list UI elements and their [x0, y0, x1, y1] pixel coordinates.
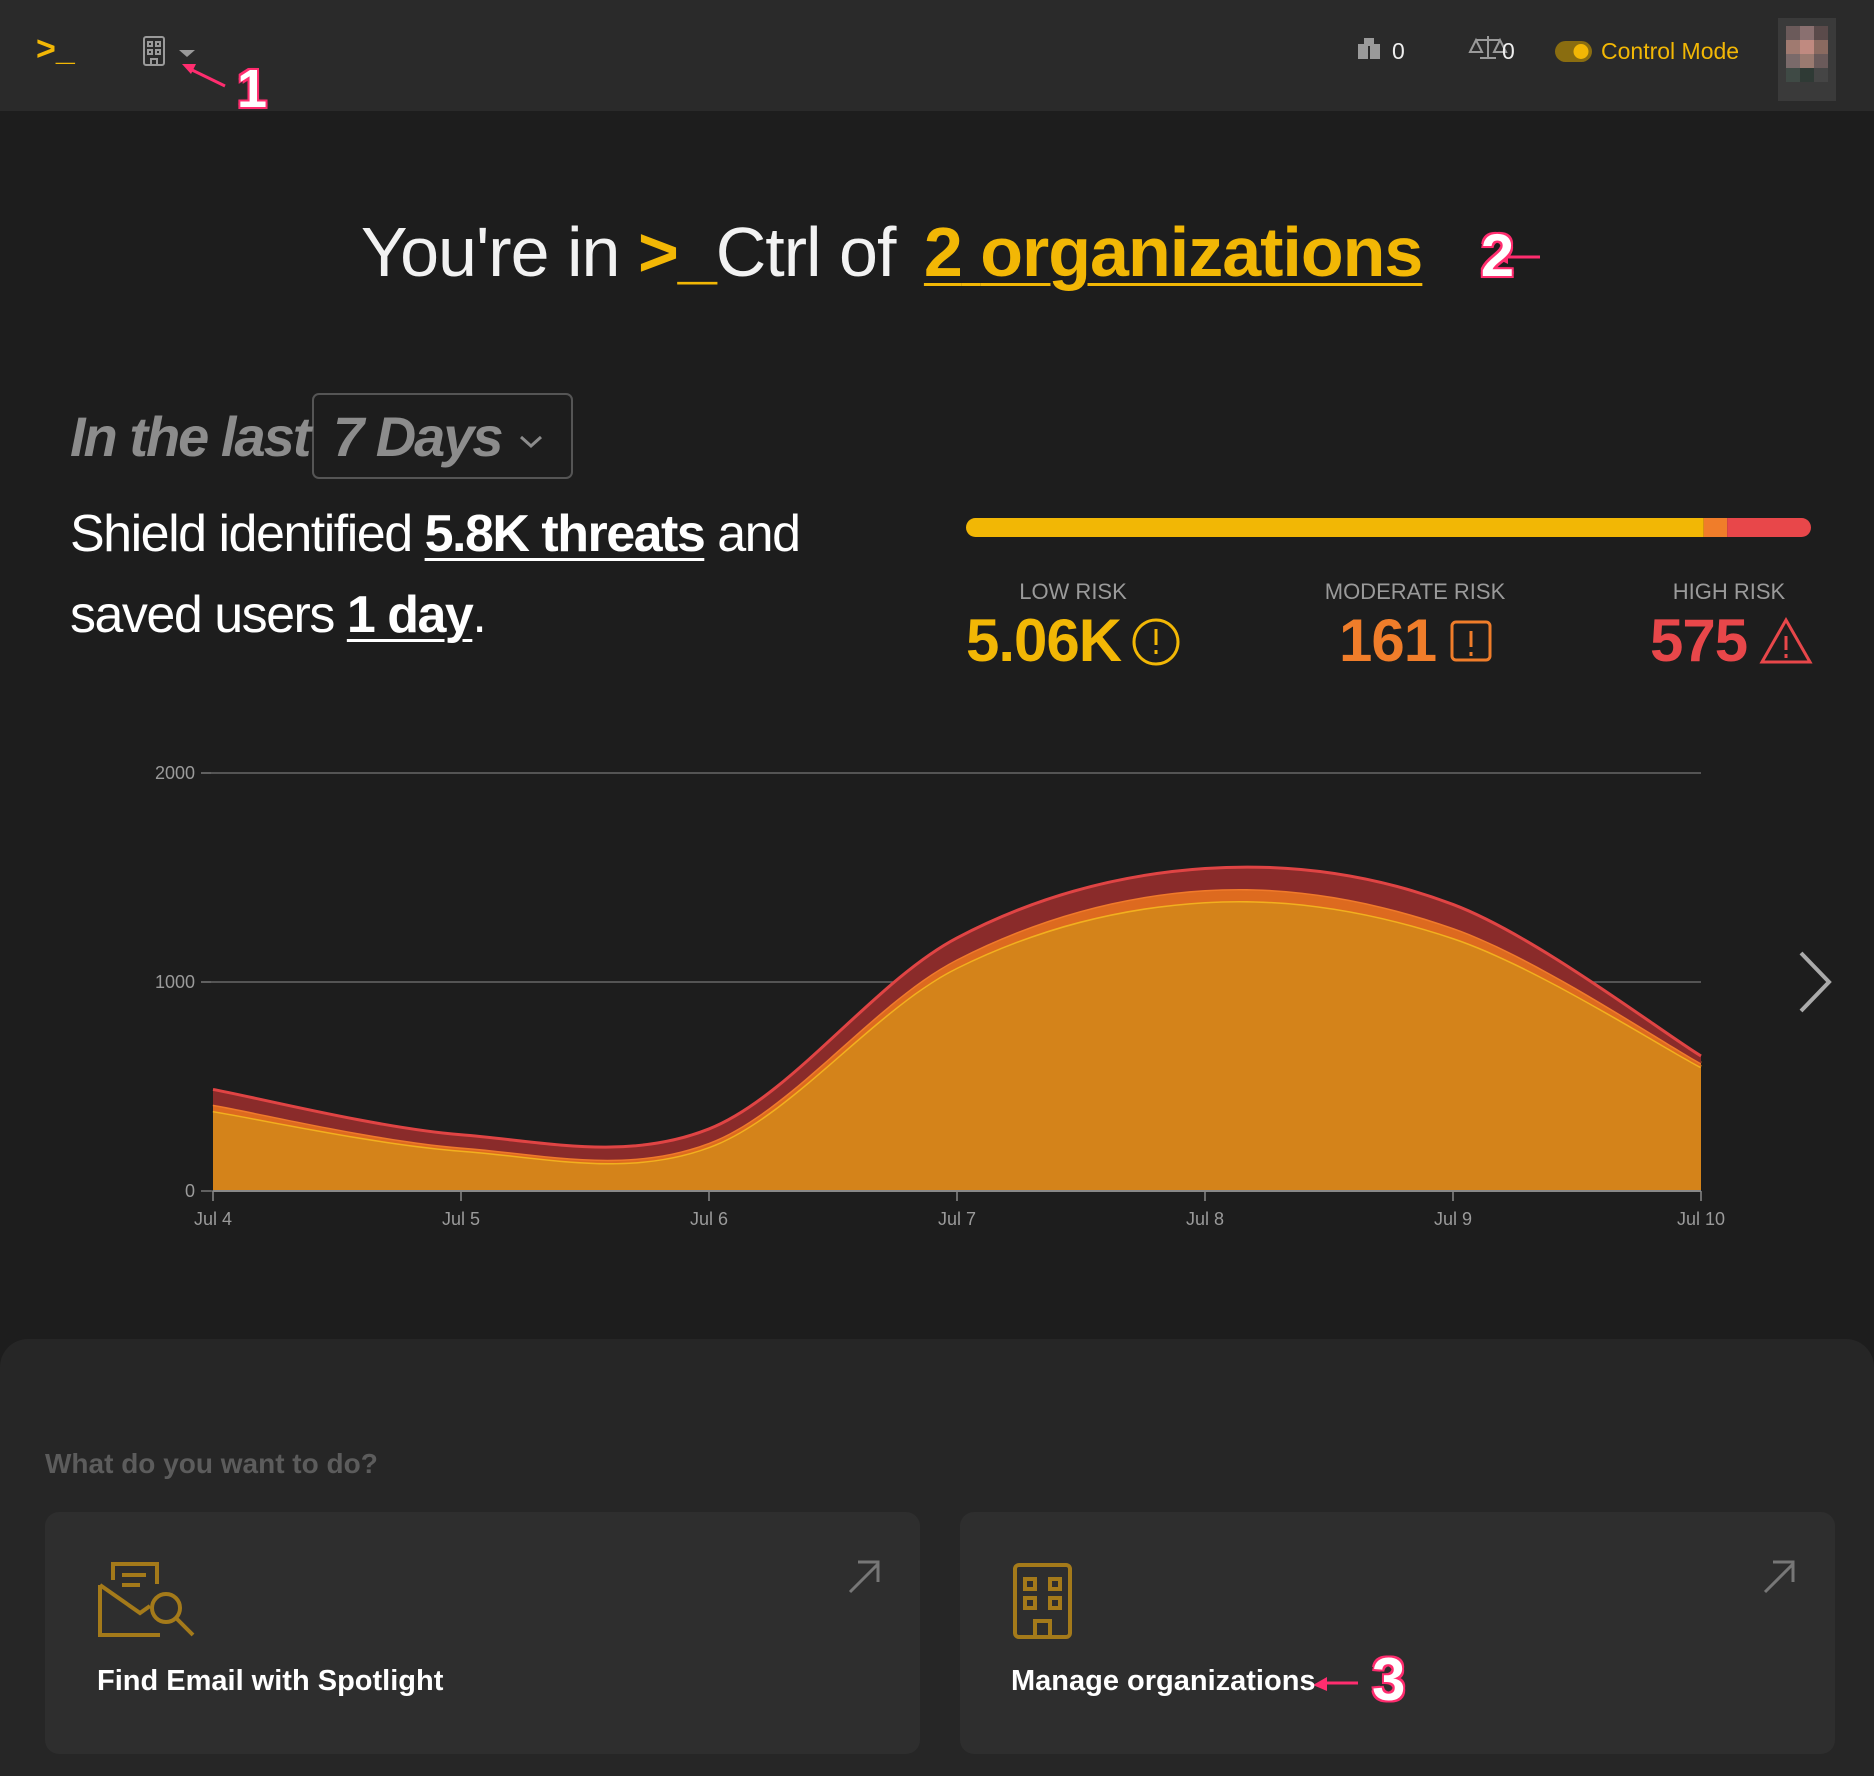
hero-text: You're in — [360, 213, 621, 291]
risk-bar-segment — [966, 518, 1704, 537]
period-lead: In the last — [70, 405, 311, 468]
x-tick-label: Jul 6 — [690, 1209, 728, 1229]
org-switcher-icon[interactable] — [143, 36, 195, 66]
risk-value: 161 — [1339, 607, 1437, 674]
dropdown-chevron — [519, 435, 543, 449]
annotation-arrow — [182, 64, 1540, 1691]
risk-bar-segment — [1727, 518, 1811, 537]
risk-label: HIGH RISK — [1672, 579, 1786, 604]
hero: You're in >_Ctrl of 2 organizations 2 — [0, 212, 1874, 292]
open-arrow-icon[interactable] — [848, 1560, 1795, 1594]
action-card[interactable] — [960, 1512, 1835, 1754]
actions-title: What do you want to do? — [45, 1448, 378, 1479]
summary-text: saved users — [70, 586, 335, 644]
organization-icon — [1013, 1563, 1072, 1639]
period-dropdown[interactable] — [312, 393, 573, 479]
area-line — [212, 865, 1702, 1149]
card-title[interactable]: Find Email with Spotlight — [97, 1665, 444, 1697]
summary-text: . — [472, 586, 486, 644]
y-tick-label: 1000 — [155, 972, 195, 992]
y-tick-label: 2000 — [155, 763, 195, 783]
saved-link[interactable]: 1 day — [346, 586, 474, 644]
spotlight-icon — [98, 1562, 195, 1637]
card-title[interactable]: Manage organizations — [1011, 1665, 1316, 1697]
x-tick-label: Jul 10 — [1677, 1209, 1725, 1229]
summary-text: Shield identified — [70, 505, 413, 563]
annotation: 1 — [237, 59, 268, 119]
x-tick-label: Jul 9 — [1434, 1209, 1472, 1229]
annotation: 3 — [1372, 1646, 1406, 1713]
org-count[interactable]: 2 — [923, 213, 963, 291]
balance-icon — [1468, 36, 1508, 59]
x-tick-label: Jul 8 — [1186, 1209, 1224, 1229]
area-band — [213, 888, 1701, 1164]
queue-icon — [1358, 38, 1380, 59]
summary-text: and — [717, 505, 801, 563]
next-chart-button[interactable] — [1799, 951, 1832, 1013]
org-link[interactable]: organizations — [980, 213, 1423, 291]
x-tick-label: Jul 5 — [442, 1209, 480, 1229]
logo[interactable]: >_ — [36, 30, 75, 68]
y-tick-label: 0 — [185, 1181, 195, 1201]
avatar[interactable] — [1778, 18, 1836, 101]
x-tick-label: Jul 7 — [938, 1209, 976, 1229]
risk-bar-segment — [1703, 518, 1728, 537]
risk-value: 575 — [1650, 607, 1748, 674]
mode-toggle[interactable] — [1555, 41, 1592, 62]
area-band — [213, 867, 1701, 1160]
summary-line: Shield identified 5.8K threats and — [70, 504, 801, 564]
risk-icons — [1132, 616, 1813, 666]
period-value[interactable]: 7 Days — [333, 405, 504, 468]
risk-label: LOW RISK — [1019, 579, 1127, 604]
x-tick-label: Jul 4 — [194, 1209, 232, 1229]
hero-logo: >_ — [637, 213, 717, 291]
risk-label: MODERATE RISK — [1324, 579, 1506, 604]
risk-value: 5.06K — [966, 607, 1122, 674]
annotation: 2 — [1480, 222, 1514, 289]
area-band — [213, 900, 1701, 1191]
hero-text: Ctrl of — [715, 213, 897, 291]
queue-count: 0 — [1392, 38, 1405, 64]
review-count: 0 — [1502, 38, 1515, 64]
summary-line: saved users 1 day. — [70, 585, 487, 645]
threats-link[interactable]: 5.8K threats — [424, 505, 706, 563]
mode-label[interactable]: Control Mode — [1601, 38, 1740, 64]
